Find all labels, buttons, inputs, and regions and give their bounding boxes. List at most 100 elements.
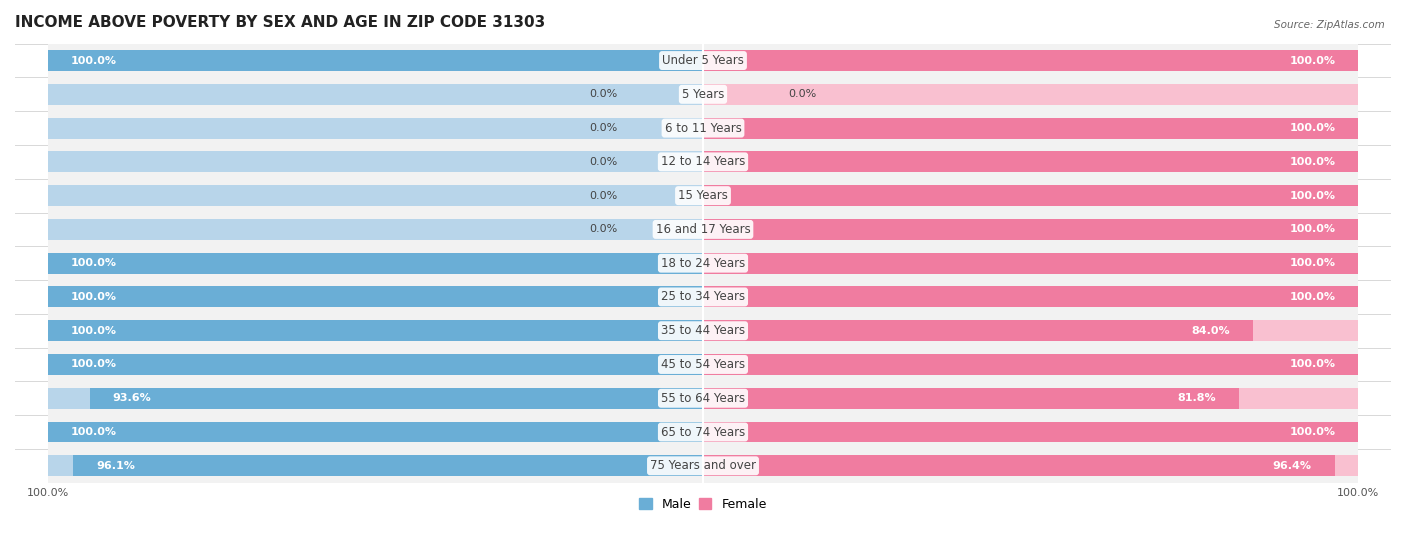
Bar bbox=[703, 320, 1358, 341]
Bar bbox=[90, 388, 703, 408]
Bar bbox=[48, 280, 1358, 314]
Bar bbox=[703, 388, 1239, 408]
Text: 100.0%: 100.0% bbox=[1289, 56, 1336, 65]
Text: 0.0%: 0.0% bbox=[589, 224, 617, 234]
Text: 100.0%: 100.0% bbox=[1289, 258, 1336, 268]
Text: 45 to 54 Years: 45 to 54 Years bbox=[661, 358, 745, 371]
Text: Source: ZipAtlas.com: Source: ZipAtlas.com bbox=[1274, 20, 1385, 30]
Bar bbox=[48, 421, 703, 442]
Text: Under 5 Years: Under 5 Years bbox=[662, 54, 744, 67]
Bar bbox=[48, 84, 703, 105]
Text: 100.0%: 100.0% bbox=[70, 359, 117, 369]
Bar bbox=[703, 320, 1253, 341]
Bar bbox=[703, 185, 1358, 206]
Bar bbox=[48, 118, 703, 138]
Bar bbox=[703, 185, 1358, 206]
Bar bbox=[48, 415, 1358, 449]
Bar bbox=[48, 44, 1358, 78]
Text: 12 to 14 Years: 12 to 14 Years bbox=[661, 155, 745, 169]
Text: 100.0%: 100.0% bbox=[1289, 359, 1336, 369]
Bar bbox=[703, 421, 1358, 442]
Text: 0.0%: 0.0% bbox=[589, 123, 617, 133]
Bar bbox=[48, 179, 1358, 213]
Text: 96.1%: 96.1% bbox=[96, 461, 135, 471]
Bar bbox=[703, 388, 1358, 408]
Bar bbox=[48, 286, 703, 307]
Bar bbox=[48, 50, 703, 71]
Bar bbox=[703, 50, 1358, 71]
Text: 81.8%: 81.8% bbox=[1177, 393, 1216, 403]
Bar bbox=[703, 50, 1358, 71]
Text: 100.0%: 100.0% bbox=[1289, 157, 1336, 167]
Text: 100.0%: 100.0% bbox=[1289, 427, 1336, 437]
Legend: Male, Female: Male, Female bbox=[634, 493, 772, 516]
Text: 15 Years: 15 Years bbox=[678, 189, 728, 202]
Text: 75 Years and over: 75 Years and over bbox=[650, 459, 756, 472]
Text: 0.0%: 0.0% bbox=[789, 89, 817, 99]
Text: 100.0%: 100.0% bbox=[1289, 224, 1336, 234]
Bar bbox=[48, 314, 1358, 348]
Bar bbox=[48, 185, 703, 206]
Text: 55 to 64 Years: 55 to 64 Years bbox=[661, 392, 745, 405]
Bar bbox=[703, 421, 1358, 442]
Text: 0.0%: 0.0% bbox=[589, 157, 617, 167]
Text: INCOME ABOVE POVERTY BY SEX AND AGE IN ZIP CODE 31303: INCOME ABOVE POVERTY BY SEX AND AGE IN Z… bbox=[15, 15, 546, 30]
Bar bbox=[48, 388, 703, 408]
Bar bbox=[703, 253, 1358, 273]
Text: 100.0%: 100.0% bbox=[1289, 191, 1336, 201]
Bar bbox=[48, 111, 1358, 145]
Bar bbox=[48, 151, 703, 172]
Bar bbox=[48, 50, 703, 71]
Bar bbox=[703, 286, 1358, 307]
Bar bbox=[48, 253, 703, 273]
Text: 100.0%: 100.0% bbox=[1289, 292, 1336, 302]
Bar bbox=[703, 219, 1358, 240]
Bar bbox=[48, 213, 1358, 246]
Bar bbox=[703, 354, 1358, 375]
Bar bbox=[73, 455, 703, 477]
Bar bbox=[703, 84, 1358, 105]
Text: 0.0%: 0.0% bbox=[589, 89, 617, 99]
Text: 6 to 11 Years: 6 to 11 Years bbox=[665, 122, 741, 134]
Text: 35 to 44 Years: 35 to 44 Years bbox=[661, 324, 745, 337]
Bar bbox=[703, 151, 1358, 172]
Bar bbox=[48, 320, 703, 341]
Text: 5 Years: 5 Years bbox=[682, 88, 724, 101]
Bar bbox=[48, 320, 703, 341]
Bar bbox=[48, 455, 703, 477]
Bar bbox=[703, 118, 1358, 138]
Bar bbox=[703, 286, 1358, 307]
Bar bbox=[48, 449, 1358, 483]
Bar bbox=[703, 253, 1358, 273]
Text: 25 to 34 Years: 25 to 34 Years bbox=[661, 291, 745, 304]
Bar bbox=[48, 253, 703, 273]
Bar bbox=[48, 348, 1358, 381]
Text: 65 to 74 Years: 65 to 74 Years bbox=[661, 426, 745, 439]
Text: 0.0%: 0.0% bbox=[589, 191, 617, 201]
Bar bbox=[48, 286, 703, 307]
Text: 84.0%: 84.0% bbox=[1192, 326, 1230, 336]
Bar bbox=[48, 145, 1358, 179]
Text: 100.0%: 100.0% bbox=[70, 326, 117, 336]
Text: 100.0%: 100.0% bbox=[70, 258, 117, 268]
Bar bbox=[48, 381, 1358, 415]
Text: 16 and 17 Years: 16 and 17 Years bbox=[655, 223, 751, 236]
Bar bbox=[48, 219, 703, 240]
Text: 100.0%: 100.0% bbox=[70, 292, 117, 302]
Bar bbox=[48, 78, 1358, 111]
Text: 18 to 24 Years: 18 to 24 Years bbox=[661, 257, 745, 270]
Bar bbox=[703, 118, 1358, 138]
Text: 100.0%: 100.0% bbox=[70, 56, 117, 65]
Bar bbox=[48, 246, 1358, 280]
Bar bbox=[703, 151, 1358, 172]
Bar bbox=[48, 354, 703, 375]
Bar bbox=[703, 219, 1358, 240]
Text: 100.0%: 100.0% bbox=[1289, 123, 1336, 133]
Bar bbox=[48, 421, 703, 442]
Bar bbox=[703, 455, 1334, 477]
Text: 96.4%: 96.4% bbox=[1272, 461, 1312, 471]
Bar bbox=[703, 455, 1358, 477]
Bar bbox=[48, 354, 703, 375]
Text: 100.0%: 100.0% bbox=[70, 427, 117, 437]
Bar bbox=[703, 354, 1358, 375]
